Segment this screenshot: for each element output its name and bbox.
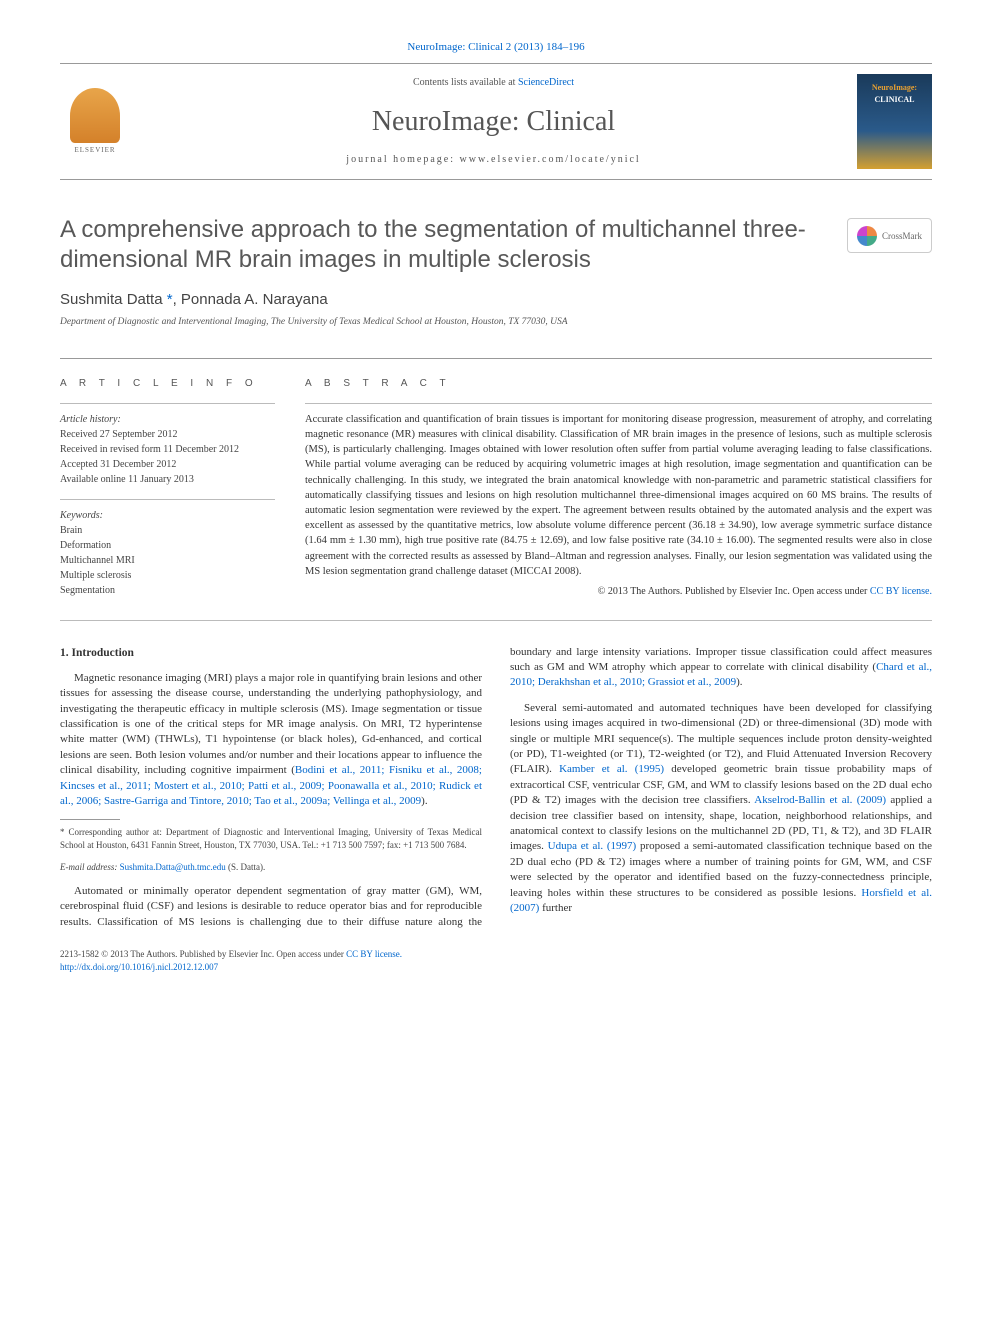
received-date: Received 27 September 2012 [60, 427, 275, 442]
keyword: Multiple sclerosis [60, 568, 275, 583]
journal-cover-thumbnail: NeuroImage: CLINICAL [857, 74, 932, 169]
citation[interactable]: Udupa et al. (1997) [548, 840, 637, 852]
page-footer: 2213-1582 © 2013 The Authors. Published … [60, 948, 932, 973]
homepage-url[interactable]: www.elsevier.com/locate/ynicl [460, 154, 641, 165]
homepage-label: journal homepage: [346, 154, 459, 165]
authors: Sushmita Datta *, Ponnada A. Narayana [60, 289, 932, 310]
cover-line2: CLINICAL [874, 94, 914, 105]
crossmark-label: CrossMark [882, 230, 922, 243]
footer-license-link[interactable]: CC BY license. [346, 949, 402, 959]
author-2: , Ponnada A. Narayana [173, 291, 328, 308]
article-history: Article history: Received 27 September 2… [60, 403, 275, 487]
cover-line1: NeuroImage: [872, 82, 917, 93]
intro-heading: 1. Introduction [60, 645, 482, 661]
keyword: Deformation [60, 538, 275, 553]
article-title: A comprehensive approach to the segmenta… [60, 215, 932, 275]
journal-header: ELSEVIER Contents lists available at Sci… [60, 63, 932, 180]
crossmark-badge[interactable]: CrossMark [847, 218, 932, 253]
info-abstract-row: A R T I C L E I N F O Article history: R… [60, 358, 932, 610]
article-info-label: A R T I C L E I N F O [60, 377, 275, 391]
history-head: Article history: [60, 412, 275, 427]
keywords-head: Keywords: [60, 508, 275, 523]
journal-reference: NeuroImage: Clinical 2 (2013) 184–196 [60, 40, 932, 55]
abstract-text: Accurate classification and quantificati… [305, 403, 932, 579]
sciencedirect-link[interactable]: ScienceDirect [518, 77, 574, 88]
online-date: Available online 11 January 2013 [60, 472, 275, 487]
corresponding-author-footnote: * Corresponding author at: Department of… [60, 826, 482, 851]
crossmark-icon [857, 226, 877, 246]
keywords-block: Keywords: Brain Deformation Multichannel… [60, 499, 275, 598]
abstract-column: A B S T R A C T Accurate classification … [305, 377, 932, 610]
abstract-label: A B S T R A C T [305, 377, 932, 391]
abstract-copyright: © 2013 The Authors. Published by Elsevie… [305, 585, 932, 599]
accepted-date: Accepted 31 December 2012 [60, 457, 275, 472]
journal-ref-link[interactable]: NeuroImage: Clinical 2 (2013) 184–196 [407, 41, 584, 53]
email-label: E-mail address: [60, 862, 120, 872]
footnote-separator [60, 819, 120, 820]
citation[interactable]: Akselrod-Ballin et al. (2009) [754, 794, 886, 806]
keyword: Brain [60, 523, 275, 538]
corresponding-author-mark[interactable]: * [163, 291, 173, 308]
elsevier-tree-icon [70, 88, 120, 143]
revised-date: Received in revised form 11 December 201… [60, 442, 275, 457]
elsevier-logo: ELSEVIER [60, 82, 130, 162]
keyword: Multichannel MRI [60, 553, 275, 568]
journal-title: NeuroImage: Clinical [130, 102, 857, 141]
keyword: Segmentation [60, 583, 275, 598]
contents-line: Contents lists available at ScienceDirec… [130, 76, 857, 90]
issn-copyright: 2213-1582 © 2013 The Authors. Published … [60, 948, 932, 961]
section-divider [60, 620, 932, 621]
article-body: 1. Introduction Magnetic resonance imagi… [60, 645, 932, 931]
email-link[interactable]: Sushmita.Datta@uth.tmc.edu [120, 862, 226, 872]
email-suffix: (S. Datta). [226, 862, 266, 872]
article-info-column: A R T I C L E I N F O Article history: R… [60, 377, 275, 610]
header-center: Contents lists available at ScienceDirec… [130, 76, 857, 167]
contents-prefix: Contents lists available at [413, 77, 518, 88]
license-prefix: Open access under [792, 586, 869, 597]
copyright-text: © 2013 The Authors. Published by Elsevie… [598, 586, 793, 597]
citation[interactable]: Kamber et al. (1995) [559, 763, 664, 775]
intro-para-1: Magnetic resonance imaging (MRI) plays a… [60, 671, 482, 810]
author-1: Sushmita Datta [60, 291, 163, 308]
elsevier-label: ELSEVIER [74, 146, 115, 156]
license-link[interactable]: CC BY license. [870, 586, 932, 597]
doi-link[interactable]: http://dx.doi.org/10.1016/j.nicl.2012.12… [60, 962, 218, 972]
affiliation: Department of Diagnostic and Interventio… [60, 316, 932, 329]
journal-homepage: journal homepage: www.elsevier.com/locat… [130, 153, 857, 167]
email-footnote: E-mail address: Sushmita.Datta@uth.tmc.e… [60, 861, 482, 874]
intro-para-3: Several semi-automated and automated tec… [510, 701, 932, 916]
